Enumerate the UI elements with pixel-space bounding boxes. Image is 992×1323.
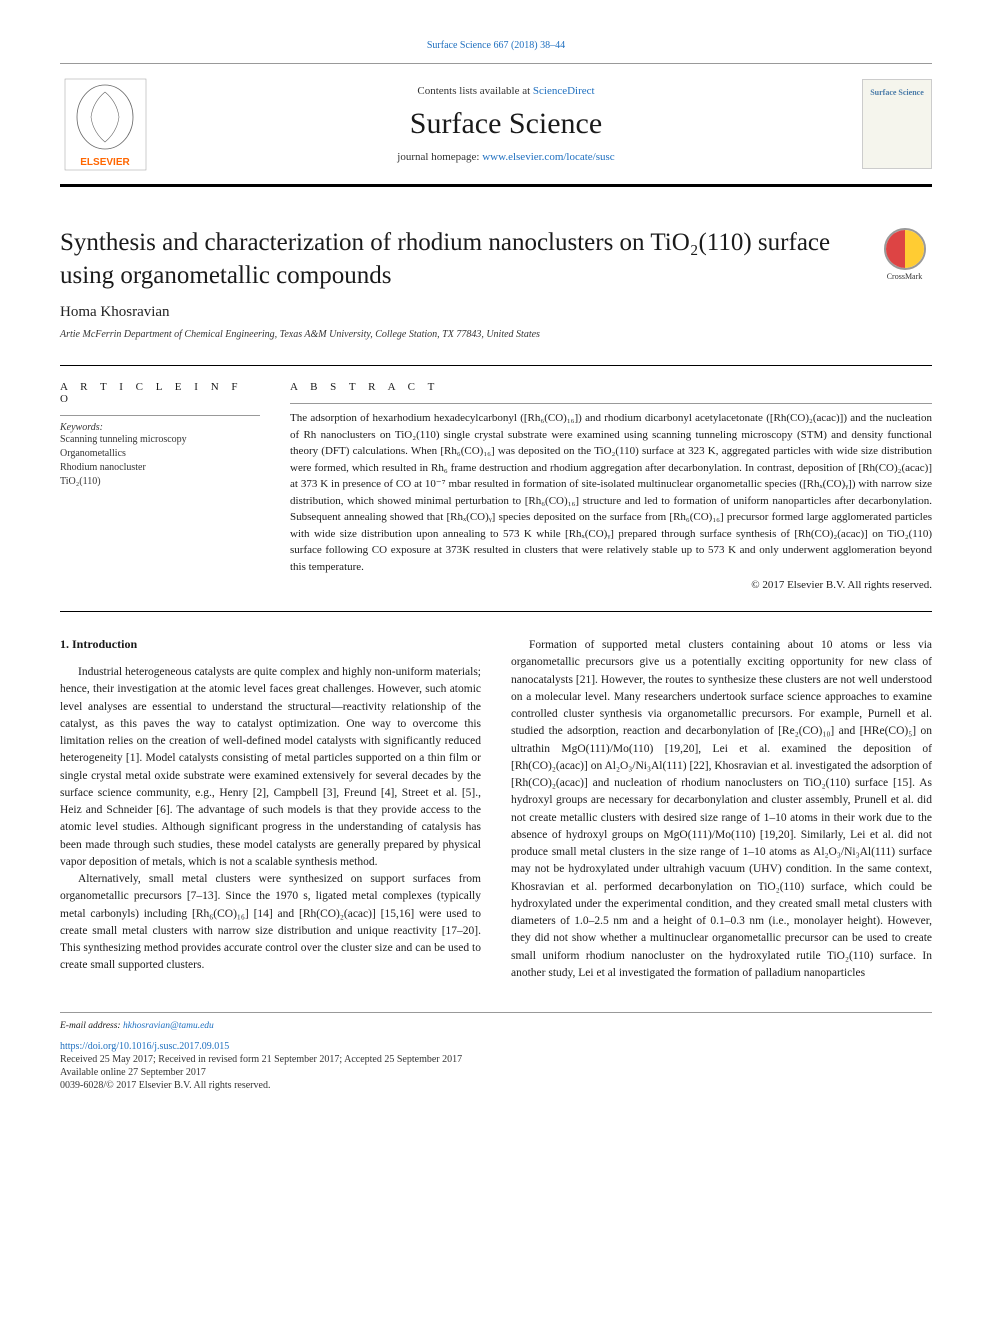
journal-homepage-line: journal homepage: www.elsevier.com/locat… [150,151,862,163]
section-heading: 1. Introduction [60,637,481,652]
right-column: Formation of supported metal clusters co… [511,637,932,982]
body-paragraph: Alternatively, small metal clusters were… [60,871,481,975]
keyword-item: Rhodium nanocluster [60,461,260,475]
contents-line: Contents lists available at ScienceDirec… [150,85,862,97]
abstract-copyright: © 2017 Elsevier B.V. All rights reserved… [290,579,932,591]
divider-top [60,365,932,366]
banner-center: Contents lists available at ScienceDirec… [150,85,862,163]
body-columns: 1. Introduction Industrial heterogeneous… [60,637,932,982]
sciencedirect-link[interactable]: ScienceDirect [533,85,595,97]
svg-text:ELSEVIER: ELSEVIER [80,157,130,168]
email-link[interactable]: hkhosravian@tamu.edu [123,1021,214,1031]
abstract-text: The adsorption of hexarhodium hexadecylc… [290,403,932,575]
keyword-item: Scanning tunneling microscopy [60,433,260,447]
author-name: Homa Khosravian [60,304,932,321]
journal-name: Surface Science [150,107,862,141]
homepage-link[interactable]: www.elsevier.com/locate/susc [482,151,614,163]
cover-title: Surface Science [870,88,924,97]
abstract-column: A B S T R A C T The adsorption of hexarh… [290,381,932,591]
body-paragraph: Industrial heterogeneous catalysts are q… [60,664,481,871]
keywords-label: Keywords: [60,415,260,433]
available-line: Available online 27 September 2017 [60,1067,932,1078]
crossmark-badge[interactable]: CrossMark [877,227,932,282]
issn-line: 0039-6028/© 2017 Elsevier B.V. All right… [60,1080,932,1091]
elsevier-logo: ELSEVIER [60,74,150,174]
article-info-heading: A R T I C L E I N F O [60,381,260,405]
header-citation: Surface Science 667 (2018) 38–44 [60,40,932,51]
left-column: 1. Introduction Industrial heterogeneous… [60,637,481,982]
keyword-item: TiO₂(110) [60,475,260,489]
footer-section: E-mail address: hkhosravian@tamu.edu htt… [60,1012,932,1091]
abstract-heading: A B S T R A C T [290,381,932,393]
article-title: Synthesis and characterization of rhodiu… [60,227,857,292]
journal-banner: ELSEVIER Contents lists available at Sci… [60,63,932,187]
keyword-item: Organometallics [60,447,260,461]
body-paragraph: Formation of supported metal clusters co… [511,637,932,982]
crossmark-label: CrossMark [887,272,923,281]
info-abstract-row: A R T I C L E I N F O Keywords: Scanning… [60,381,932,591]
crossmark-icon [884,228,926,270]
dates-line: Received 25 May 2017; Received in revise… [60,1054,932,1065]
divider-bottom [60,611,932,612]
title-section: Synthesis and characterization of rhodiu… [60,227,932,292]
citation-link[interactable]: Surface Science 667 (2018) 38–44 [427,40,565,51]
article-info-column: A R T I C L E I N F O Keywords: Scanning… [60,381,260,591]
doi-link[interactable]: https://doi.org/10.1016/j.susc.2017.09.0… [60,1041,932,1052]
email-line: E-mail address: hkhosravian@tamu.edu [60,1021,932,1031]
journal-cover-thumbnail: Surface Science [862,79,932,169]
author-affiliation: Artie McFerrin Department of Chemical En… [60,329,932,340]
